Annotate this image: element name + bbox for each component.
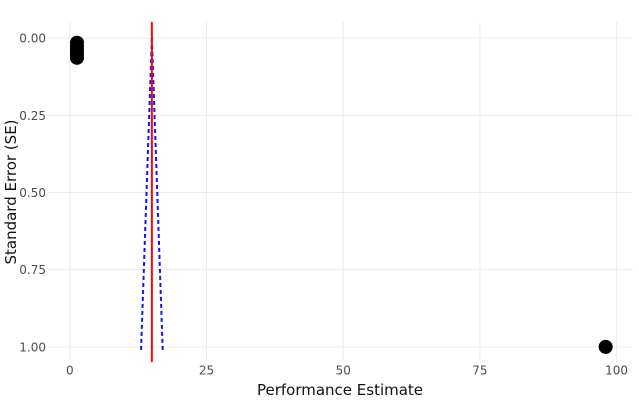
- y-axis-tick-labels: 0.00 0.25 0.50 0.75 1.00: [19, 32, 46, 355]
- x-axis-title: Performance Estimate: [257, 381, 423, 399]
- y-tick-label: 0.00: [19, 32, 46, 46]
- y-tick-label: 1.00: [19, 340, 46, 354]
- grid-layer: [48, 22, 633, 362]
- x-tick-label: 0: [66, 364, 74, 378]
- y-axis-title: Standard Error (SE): [2, 119, 20, 264]
- funnel-boundaries-layer: [140, 38, 164, 350]
- data-point: [69, 50, 84, 65]
- x-tick-label: 50: [336, 364, 351, 378]
- y-tick-label: 0.75: [19, 263, 46, 277]
- data-point: [598, 339, 613, 354]
- y-tick-label: 0.25: [19, 109, 46, 123]
- y-tick-label: 0.50: [19, 186, 46, 200]
- funnel-left-boundary: [140, 38, 153, 350]
- x-tick-label: 100: [605, 364, 628, 378]
- x-axis-tick-labels: 0 25 50 75 100: [66, 364, 628, 378]
- x-tick-label: 25: [199, 364, 214, 378]
- funnel-right-boundary: [150, 38, 164, 350]
- x-tick-label: 75: [472, 364, 487, 378]
- data-points-layer: [69, 35, 613, 354]
